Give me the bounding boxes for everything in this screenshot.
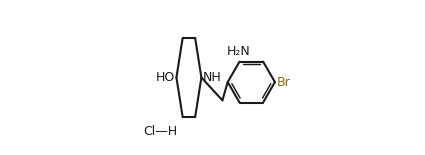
Text: Br: Br <box>277 76 291 89</box>
Text: H₂N: H₂N <box>227 45 251 58</box>
Text: HO: HO <box>156 71 175 84</box>
Text: NH: NH <box>203 71 221 84</box>
Text: Cl—H: Cl—H <box>143 125 177 138</box>
